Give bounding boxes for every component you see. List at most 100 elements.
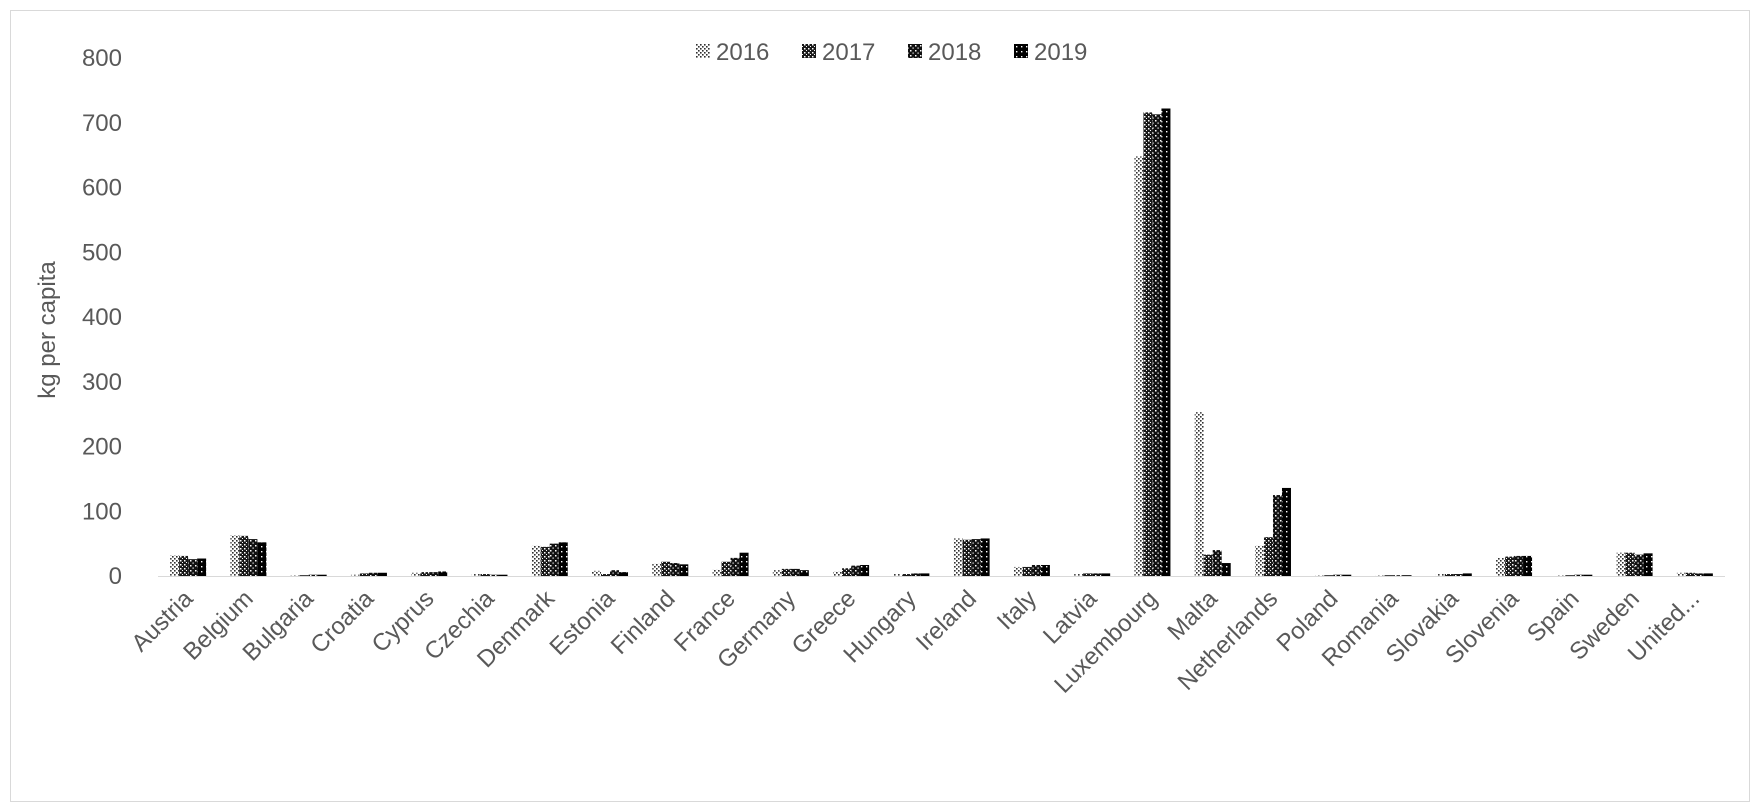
bar-2019-poland (1342, 574, 1352, 576)
legend-label: 2019 (1034, 39, 1087, 66)
bar-2017-greece (842, 568, 852, 576)
bar-2016-denmark (531, 545, 541, 576)
bar-2019-france (739, 552, 749, 576)
bar-2016-cyprus (411, 572, 421, 576)
bar-2016-netherlands (1254, 545, 1264, 576)
bar-2018-denmark (549, 543, 559, 576)
y-tick-label: 300 (82, 369, 122, 396)
chart-frame (10, 10, 1750, 802)
bar-2016-poland (1315, 575, 1325, 576)
bar-2019-italy (1040, 564, 1050, 576)
bar-2016-finland (652, 563, 662, 576)
y-tick-label: 600 (82, 175, 122, 202)
bar-2017-croatia (359, 573, 369, 576)
bar-2016-greece (833, 571, 843, 576)
bar-2017-spain (1565, 575, 1575, 576)
bar-2018-romania (1393, 575, 1403, 576)
bar-2016-belgium (230, 535, 240, 576)
legend-item-2016: 2016 (696, 39, 769, 66)
bar-2016-luxembourg (1134, 156, 1144, 577)
bar-2018-slovakia (1453, 574, 1463, 576)
bar-2019-austria (197, 558, 207, 576)
bar-2018-bulgaria (308, 574, 318, 576)
bar-2018-greece (851, 565, 861, 576)
y-tick-label: 700 (82, 110, 122, 137)
bar-2019-latvia (1101, 573, 1111, 576)
x-tick-label: Ireland (911, 585, 982, 656)
bar-2019-germany (799, 570, 809, 576)
bar-2017-luxembourg (1143, 112, 1153, 576)
bar-2016-malta (1194, 412, 1204, 576)
bar-2018-netherlands (1272, 495, 1282, 576)
y-tick-label: 100 (82, 498, 122, 525)
x-tick-label: Estonia (545, 585, 621, 661)
bar-2017-czechia (480, 574, 490, 576)
bar-2017-belgium (239, 535, 249, 576)
bar-2016-czechia (471, 574, 481, 576)
bar-2016-hungary (893, 574, 903, 576)
bar-2016-germany (772, 570, 782, 576)
bar-2016-estonia (592, 570, 602, 576)
y-axis-label: kg per capita (34, 261, 61, 399)
bar-2019-romania (1402, 575, 1412, 576)
bar-2019-spain (1583, 574, 1593, 576)
bar-2019-belgium (257, 542, 267, 576)
bar-2017-sweden (1625, 552, 1635, 576)
bar-2017-estonia (601, 574, 611, 576)
bar-2018-luxembourg (1152, 114, 1162, 577)
bar-2019-united (1703, 573, 1713, 576)
bar-2019-finland (679, 564, 689, 576)
bar-2019-greece (860, 564, 870, 576)
bar-2016-france (712, 569, 722, 576)
bar-2016-sweden (1616, 552, 1626, 576)
y-tick-label: 800 (82, 45, 122, 72)
bar-2019-denmark (558, 542, 568, 576)
bar-2019-cyprus (438, 571, 448, 576)
bar-2019-slovenia (1523, 555, 1533, 576)
bar-2018-latvia (1092, 573, 1102, 576)
bar-2017-poland (1324, 575, 1334, 576)
bar-2017-ireland (962, 539, 972, 576)
bar-2016-slovenia (1496, 557, 1506, 576)
y-tick-label: 400 (82, 304, 122, 331)
bar-2018-france (730, 557, 740, 576)
bar-2019-slovakia (1462, 573, 1472, 576)
x-tick-label: Finland (606, 585, 681, 660)
bar-2018-united (1694, 573, 1704, 576)
bar-2017-romania (1384, 575, 1394, 576)
bar-2018-ireland (971, 539, 981, 576)
bar-2016-italy (1013, 566, 1023, 576)
x-tick-label: Italy (992, 585, 1042, 635)
bar-2019-croatia (377, 572, 387, 576)
bar-2017-france (721, 561, 731, 576)
bar-2017-latvia (1083, 573, 1093, 576)
bar-2016-bulgaria (290, 575, 300, 576)
bar-2017-bulgaria (299, 575, 309, 576)
legend-label: 2018 (928, 39, 981, 66)
bar-2017-united (1685, 572, 1695, 576)
y-tick-label: 200 (82, 434, 122, 461)
bar-2018-spain (1574, 574, 1584, 576)
bar-2018-italy (1031, 564, 1041, 576)
bar-2018-slovenia (1514, 555, 1524, 576)
bar-2018-hungary (911, 573, 921, 576)
bar-2016-latvia (1074, 574, 1084, 576)
bar-2019-estonia (619, 572, 629, 576)
bar-2017-denmark (540, 546, 550, 576)
bar-2016-croatia (350, 574, 360, 576)
bar-2019-hungary (920, 573, 930, 576)
legend-swatch (1014, 44, 1028, 58)
bar-2018-austria (188, 559, 198, 576)
bar-2018-germany (790, 568, 800, 576)
bar-2016-austria (170, 555, 180, 576)
bar-2018-poland (1333, 574, 1343, 576)
bar-2019-netherlands (1281, 487, 1291, 576)
bar-2018-finland (670, 563, 680, 576)
legend-label: 2017 (822, 39, 875, 66)
bar-2017-malta (1203, 554, 1213, 576)
bar-2018-czechia (489, 574, 499, 576)
y-tick-label: 0 (109, 563, 122, 590)
bar-2019-czechia (498, 574, 508, 576)
bar-2017-slovenia (1505, 556, 1515, 576)
